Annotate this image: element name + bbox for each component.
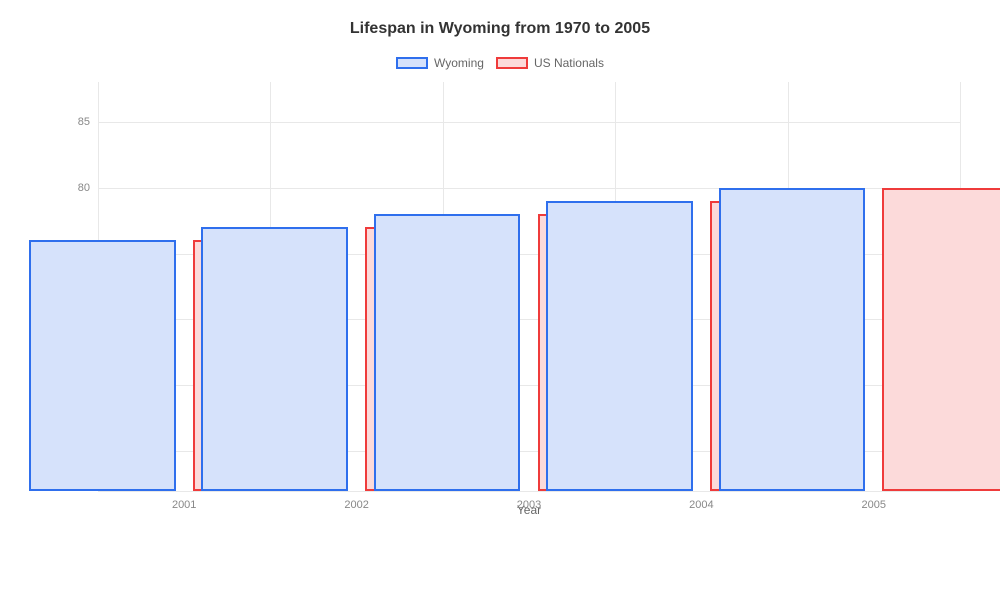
- bar-us-nationals-2005: [882, 188, 1000, 491]
- x-tick-label: 2005: [862, 491, 886, 511]
- x-tick-label: 2002: [344, 491, 368, 511]
- legend-label-wyoming: Wyoming: [434, 56, 484, 70]
- chart-container: Lifespan in Wyoming from 1970 to 2005 Wy…: [0, 0, 1000, 600]
- legend-swatch-wyoming: [396, 57, 428, 69]
- plot-wrap: Age Year 6065707580852001200220032004200…: [70, 82, 960, 522]
- plot-area: Year 60657075808520012002200320042005: [98, 82, 960, 492]
- bar-wyoming-2004: [546, 201, 693, 491]
- bar-wyoming-2003: [374, 214, 521, 491]
- x-tick-label: 2003: [517, 491, 541, 511]
- legend-item-wyoming: Wyoming: [396, 56, 484, 70]
- bar-wyoming-2002: [201, 227, 348, 491]
- legend-label-us-nationals: US Nationals: [534, 56, 604, 70]
- legend-swatch-us-nationals: [496, 57, 528, 69]
- y-tick-label: 85: [78, 116, 98, 128]
- bar-wyoming-2005: [719, 188, 866, 491]
- chart-title: Lifespan in Wyoming from 1970 to 2005: [30, 20, 970, 38]
- legend-item-us-nationals: US Nationals: [496, 56, 604, 70]
- gridline-h: [98, 122, 960, 123]
- legend: Wyoming US Nationals: [30, 56, 970, 70]
- x-tick-label: 2001: [172, 491, 196, 511]
- x-tick-label: 2004: [689, 491, 713, 511]
- y-tick-label: 80: [78, 182, 98, 194]
- bar-wyoming-2001: [29, 240, 176, 491]
